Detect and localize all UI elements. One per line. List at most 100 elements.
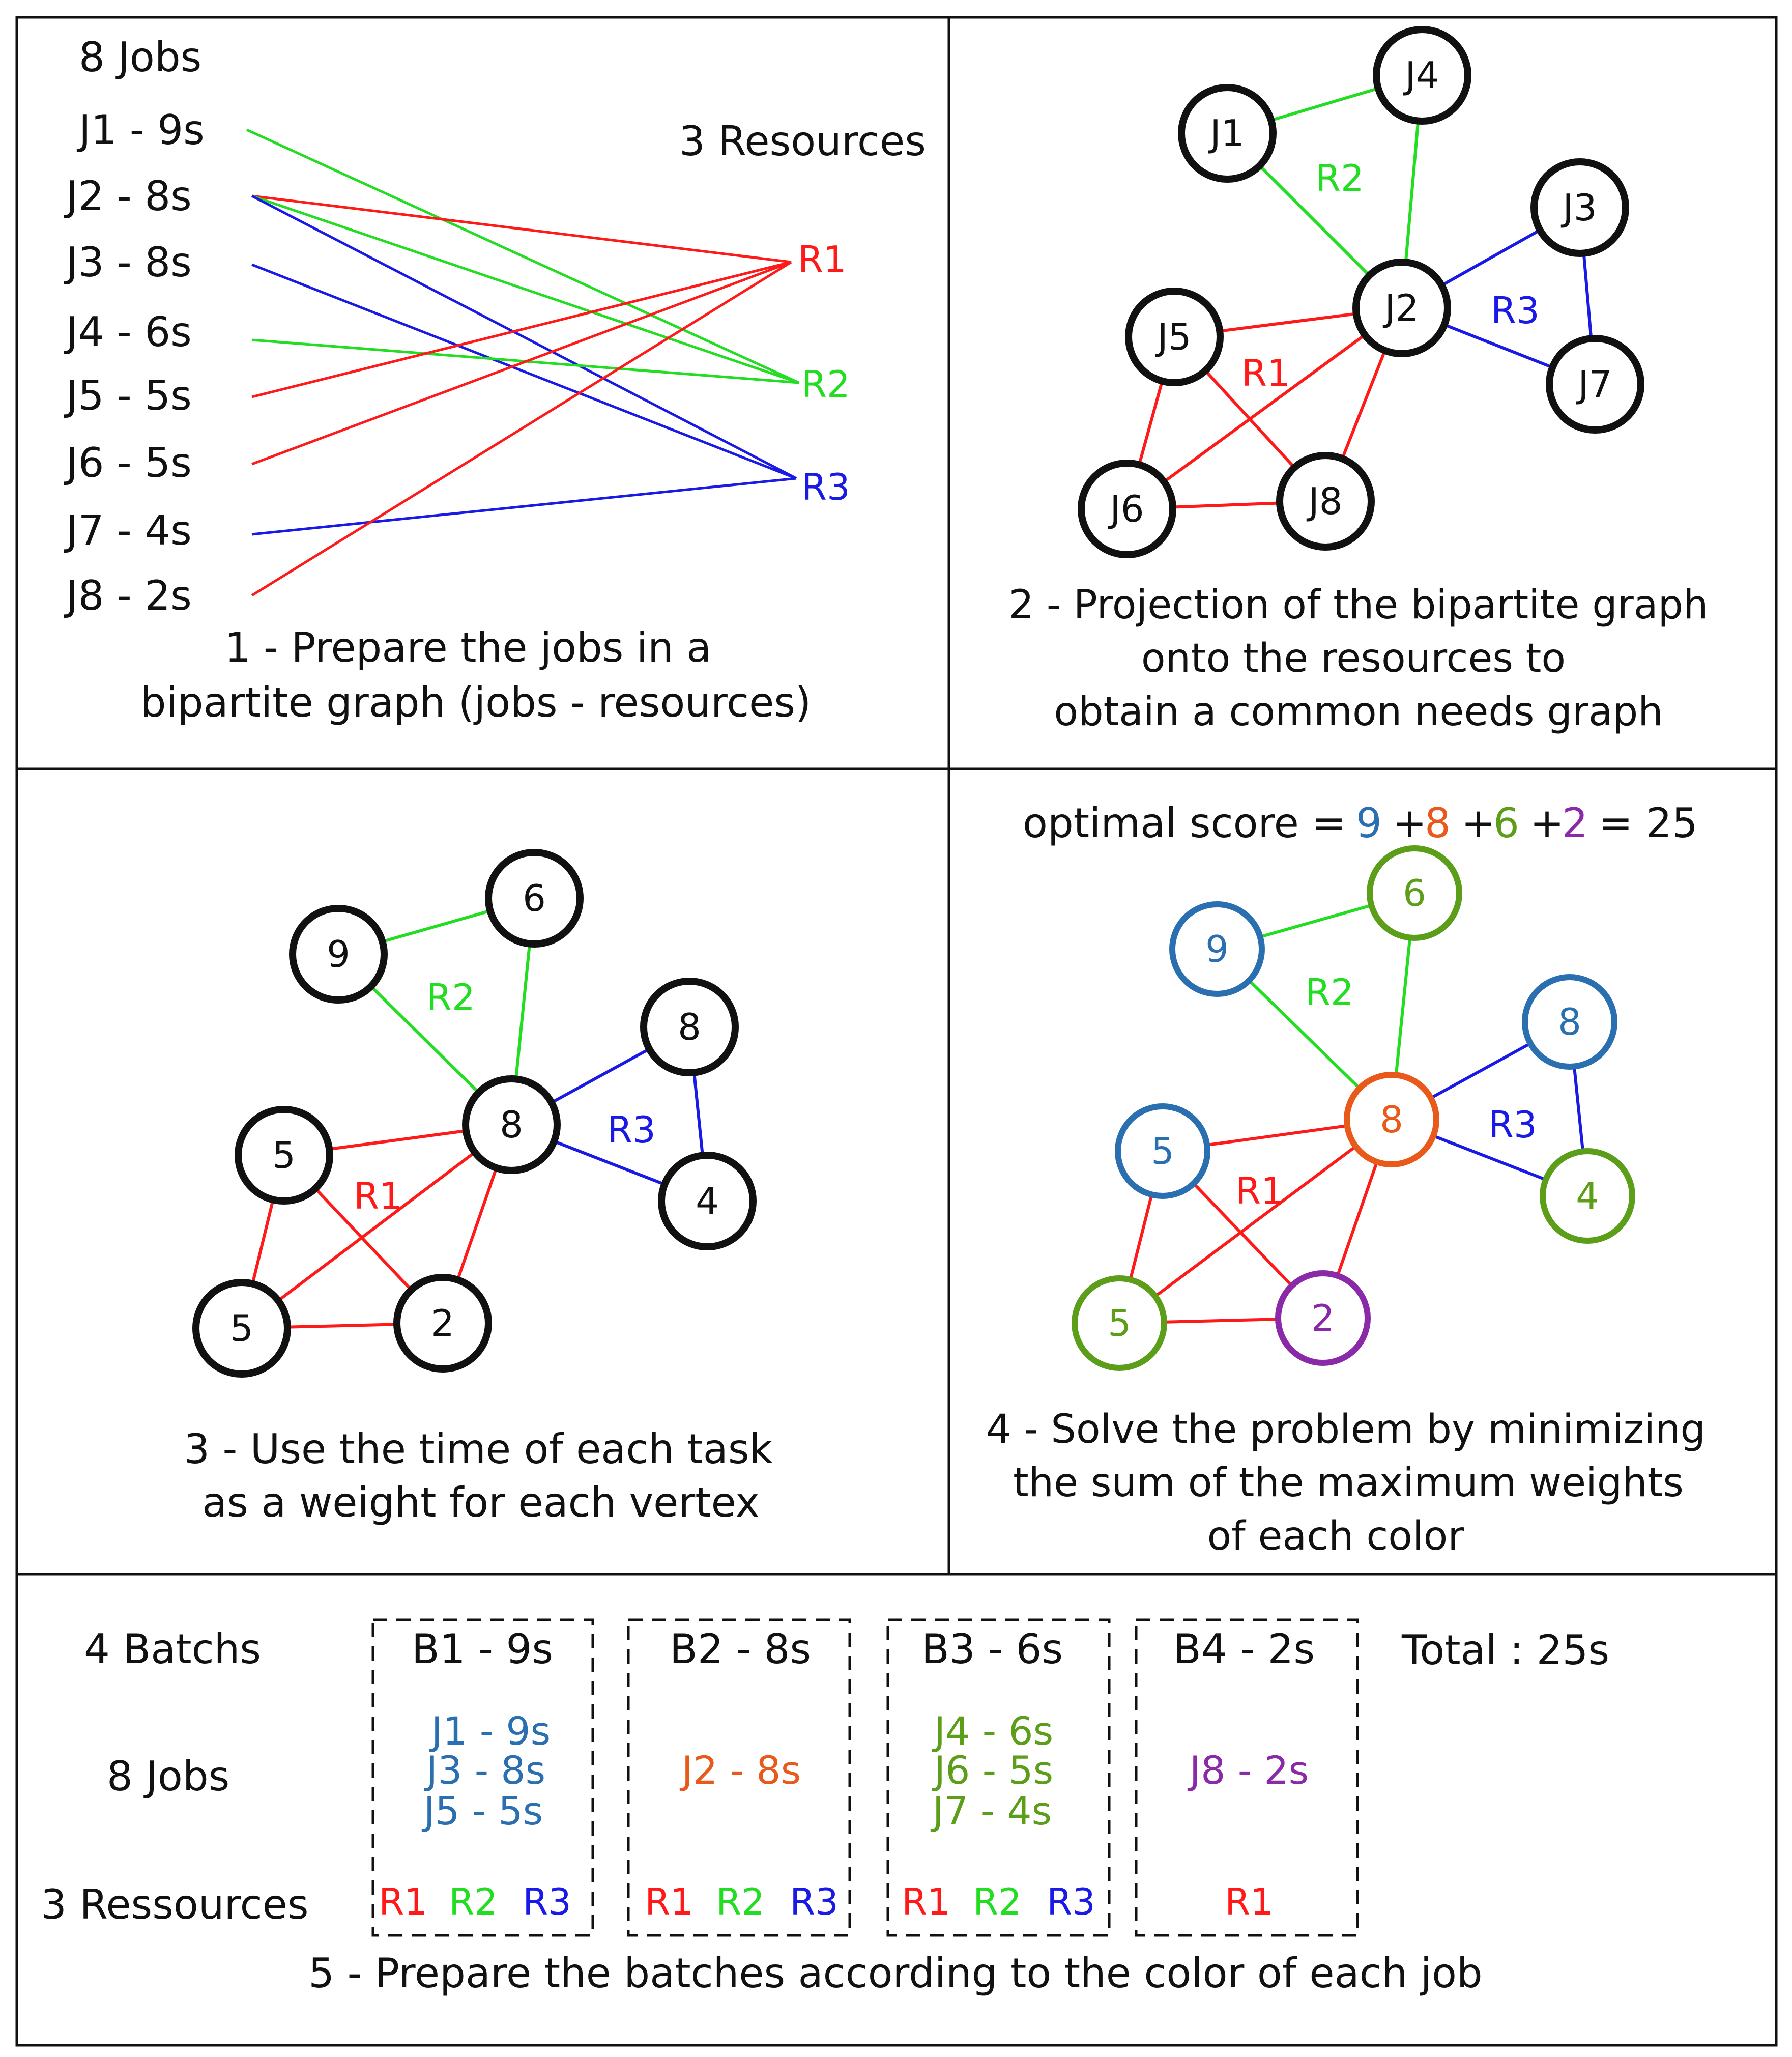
node-label-j2: J2 xyxy=(1382,287,1419,329)
node-weight-5-top xyxy=(235,1106,333,1205)
batch-b1-job-3: J5 - 5s xyxy=(422,1788,543,1834)
c-group-r2: R2 xyxy=(1305,971,1354,1014)
node-weight-9 xyxy=(289,905,388,1004)
batch-b3: B3 - 6s J4 - 6s J6 - 5s J7 - 4s R1 R2 R3 xyxy=(902,1625,1095,1923)
job-list: J1 - 9s J2 - 8s J3 - 8s J4 - 6s J5 - 5s … xyxy=(64,106,205,619)
node-weight-label-8-center: 8 xyxy=(500,1103,523,1146)
batch-title-b3: B3 - 6s xyxy=(921,1625,1063,1673)
coloring-node-labels: 9 6 8 5 8 4 5 2 xyxy=(1108,872,1599,1345)
score-term-2: 2 xyxy=(1562,799,1588,847)
panel-3-caption-line-1: 3 - Use the time of each task xyxy=(184,1425,773,1473)
panel-1-caption-line-1: 1 - Prepare the jobs in a xyxy=(225,624,712,671)
score-term-6: 6 xyxy=(1493,799,1519,847)
batch-b2-job-1: J2 - 8s xyxy=(680,1748,801,1793)
weights-nodes xyxy=(192,849,757,1378)
batch-b3-res-r3: R3 xyxy=(1047,1880,1095,1923)
batch-b2-res-r1: R1 xyxy=(645,1880,693,1923)
job-label-j3: J3 - 8s xyxy=(64,239,192,286)
node-weight-5-bottom xyxy=(192,1279,291,1378)
projection-node-labels: J1 J4 J3 J2 J5 J7 J6 J8 xyxy=(1108,54,1612,530)
edge-j6-j2 xyxy=(1126,306,1403,510)
c-node-label-2: 2 xyxy=(1311,1297,1335,1339)
node-weight-label-5-top: 5 xyxy=(272,1134,296,1177)
node-weight-4 xyxy=(658,1152,757,1250)
batch-b3-res-r2: R2 xyxy=(973,1880,1022,1923)
batch-b4-res-r1: R1 xyxy=(1225,1880,1274,1923)
panel-1-bipartite: 8 Jobs 3 Resources J1 - 9s J2 - 8s J3 - … xyxy=(64,34,926,726)
panel-4-caption-line-2: the sum of the maximum weights xyxy=(1013,1460,1684,1506)
c-node-5-bottom xyxy=(1072,1275,1167,1371)
c-node-label-8-center: 8 xyxy=(1380,1098,1403,1141)
projection-nodes xyxy=(1078,26,1644,558)
job-label-j1: J1 - 9s xyxy=(76,106,205,154)
c-node-label-8-right: 8 xyxy=(1558,1001,1581,1043)
node-j4 xyxy=(1373,26,1471,125)
batch-b1-job-2: J3 - 8s xyxy=(424,1748,545,1793)
weights-group-labels: R2 R3 R1 xyxy=(354,976,656,1217)
c-node-6 xyxy=(1367,845,1462,941)
batch-b3-job-3: J7 - 4s xyxy=(931,1788,1052,1834)
batch-b1-res-r3: R3 xyxy=(523,1880,571,1923)
batch-title-b1: B1 - 9s xyxy=(412,1625,553,1673)
edge-j8-r1 xyxy=(251,261,792,597)
batches-resources-label: 3 Ressources xyxy=(41,1881,309,1928)
panel-3-caption-line-2: as a weight for each vertex xyxy=(202,1479,760,1526)
resource-r1: R1 xyxy=(798,238,847,281)
weights-group-r1: R1 xyxy=(354,1175,402,1217)
c-node-9 xyxy=(1169,901,1265,997)
node-j7 xyxy=(1546,335,1644,434)
outer-frame xyxy=(15,16,1778,2047)
panel-4-caption-line-1: 4 - Solve the problem by minimizing xyxy=(986,1407,1706,1452)
batch-b4-job-1: J8 - 2s xyxy=(1188,1748,1309,1793)
panel-5-caption: 5 - Prepare the batches according to the… xyxy=(308,1950,1482,1997)
batches-total: Total : 25s xyxy=(1401,1626,1609,1674)
c-node-2 xyxy=(1275,1270,1371,1366)
batch-box-b4 xyxy=(1135,1618,1359,1937)
edge-j3-r3 xyxy=(251,263,797,480)
edge-j7-r3 xyxy=(251,477,797,536)
batch-b1-job-1: J1 - 9s xyxy=(429,1708,551,1754)
c-node-8-center xyxy=(1344,1072,1439,1167)
batch-b1-res-r2: R2 xyxy=(449,1880,498,1923)
c-group-r1: R1 xyxy=(1235,1169,1284,1212)
node-weight-6 xyxy=(485,849,584,948)
node-weight-label-2: 2 xyxy=(431,1302,454,1345)
batch-b2-res-r2: R2 xyxy=(716,1880,765,1923)
batch-b1-res-r1: R1 xyxy=(379,1880,427,1923)
node-label-j8: J8 xyxy=(1306,480,1342,523)
node-j3 xyxy=(1530,158,1629,257)
job-label-j7: J7 - 4s xyxy=(64,507,192,554)
node-label-j6: J6 xyxy=(1108,488,1144,530)
edge-j6-r1 xyxy=(251,261,792,466)
node-j1 xyxy=(1178,84,1277,183)
jobs-title: 8 Jobs xyxy=(79,34,201,81)
batch-b3-job-2: J6 - 5s xyxy=(932,1748,1053,1793)
weights-node-labels: 9 6 8 5 8 4 5 2 xyxy=(230,877,719,1350)
batch-title-b2: B2 - 8s xyxy=(670,1625,811,1673)
batches-jobs-label: 8 Jobs xyxy=(107,1753,229,1800)
score-equals: = xyxy=(1599,799,1633,847)
group-label-r1: R1 xyxy=(1241,352,1290,394)
node-j6 xyxy=(1078,460,1176,558)
edge-j2-r2 xyxy=(251,194,799,384)
batch-box-b2 xyxy=(627,1618,851,1937)
panel-4-coloring: optimal score = 9 + 8 + 6 + 2 = 25 xyxy=(986,799,1706,1559)
c-group-r3: R3 xyxy=(1488,1103,1537,1146)
node-label-j4: J4 xyxy=(1403,54,1439,97)
group-label-r2: R2 xyxy=(1315,157,1364,199)
node-label-j5: J5 xyxy=(1155,316,1191,358)
panel-3-weights: 9 6 8 5 8 4 5 2 R2 R3 R1 3 - Use the tim… xyxy=(184,849,773,1526)
coloring-nodes xyxy=(1072,845,1635,1371)
score-term-9: 9 xyxy=(1356,799,1382,847)
batch-b2: B2 - 8s J2 - 8s R1 R2 R3 xyxy=(645,1625,839,1923)
node-j5 xyxy=(1125,288,1224,386)
batch-b4: B4 - 2s J8 - 2s R1 xyxy=(1173,1625,1315,1923)
job-label-j5: J5 - 5s xyxy=(64,372,192,419)
c-node-label-5-top: 5 xyxy=(1151,1130,1174,1173)
c-node-label-5-bottom: 5 xyxy=(1108,1302,1131,1345)
node-label-j7: J7 xyxy=(1576,363,1612,406)
c-node-label-4: 4 xyxy=(1576,1175,1599,1217)
panel-4-caption-line-3: of each color xyxy=(1207,1513,1465,1559)
resource-r3: R3 xyxy=(801,466,850,508)
optimal-score: optimal score = 9 + 8 + 6 + 2 = 25 xyxy=(1023,799,1698,847)
